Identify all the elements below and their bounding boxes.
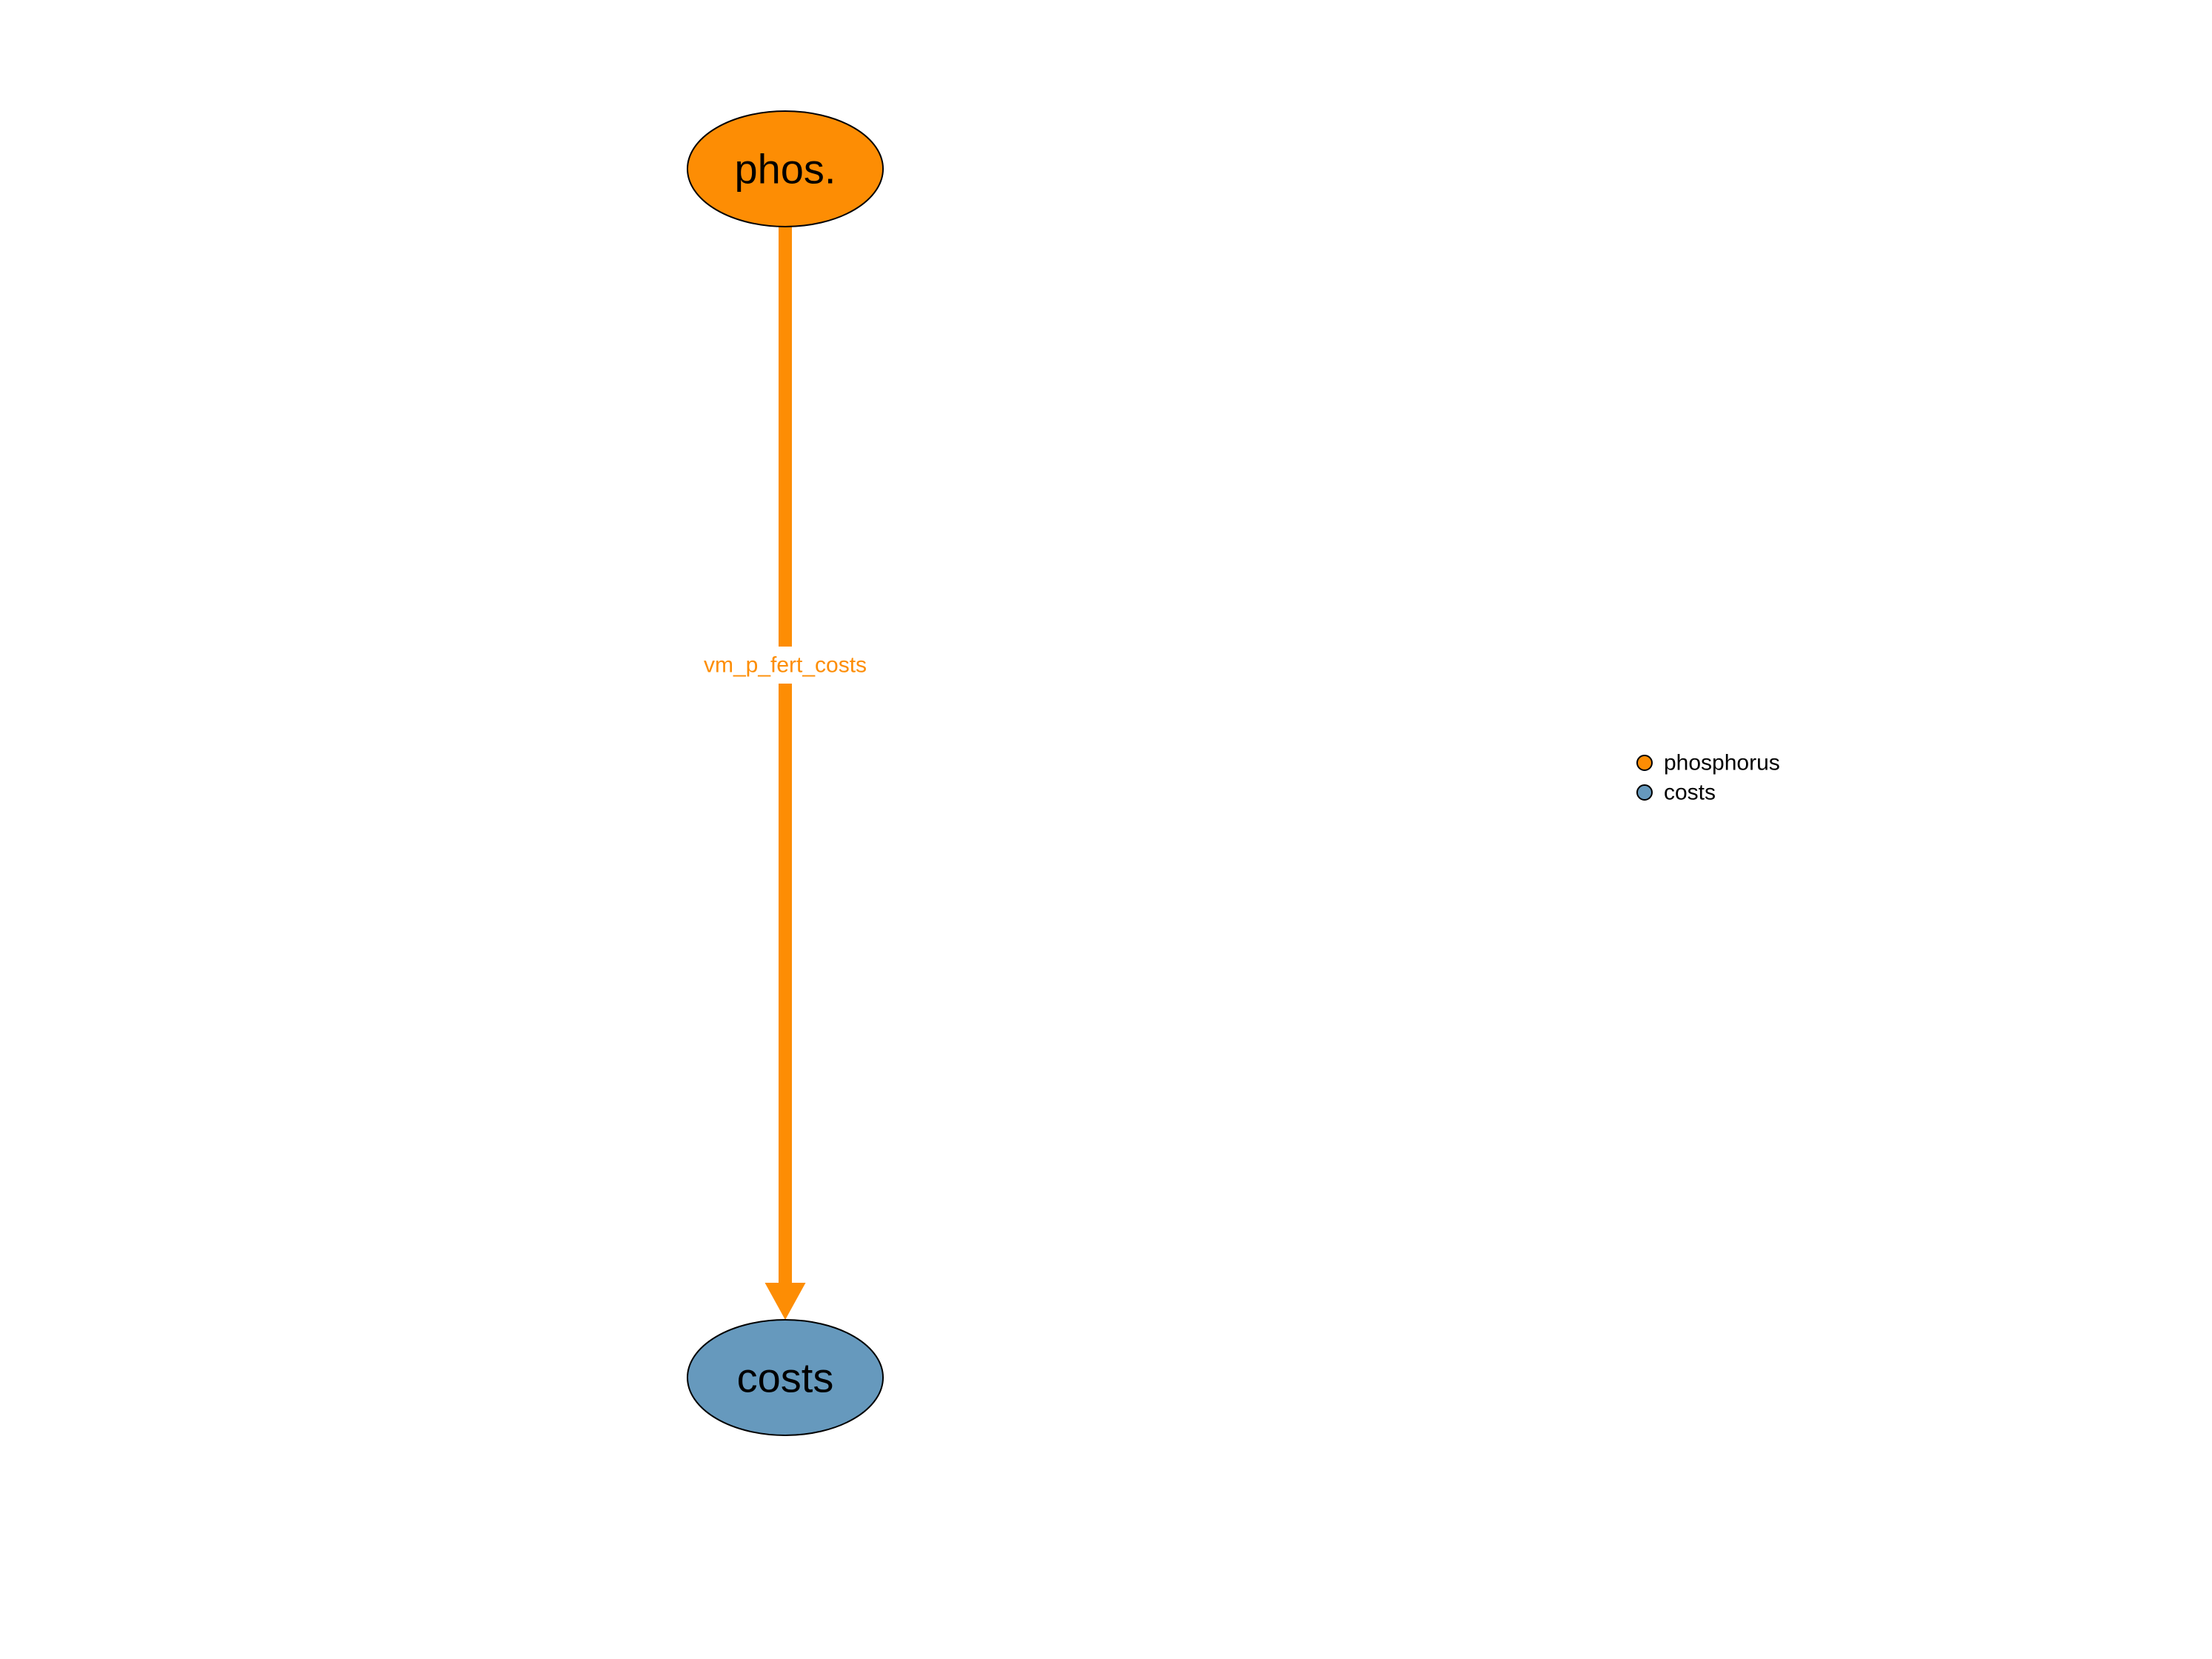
legend-marker-costs xyxy=(1637,785,1652,800)
legend-label: phosphorus xyxy=(1664,751,1780,775)
node-phosphorus: phos. xyxy=(687,111,883,227)
node-label: costs xyxy=(737,1355,834,1401)
diagram-canvas: vm_p_fert_costs phos. costs phosphorus costs xyxy=(0,0,2212,1659)
node-costs: costs xyxy=(687,1320,883,1435)
legend: phosphorus costs xyxy=(1637,751,1780,805)
edge-label: vm_p_fert_costs xyxy=(704,653,867,678)
legend-label: costs xyxy=(1664,781,1716,805)
edge-arrowhead xyxy=(765,1283,806,1320)
legend-marker-phosphorus xyxy=(1637,755,1652,770)
node-label: phos. xyxy=(735,146,836,193)
edge-phosphorus-costs: vm_p_fert_costs xyxy=(682,227,890,1320)
